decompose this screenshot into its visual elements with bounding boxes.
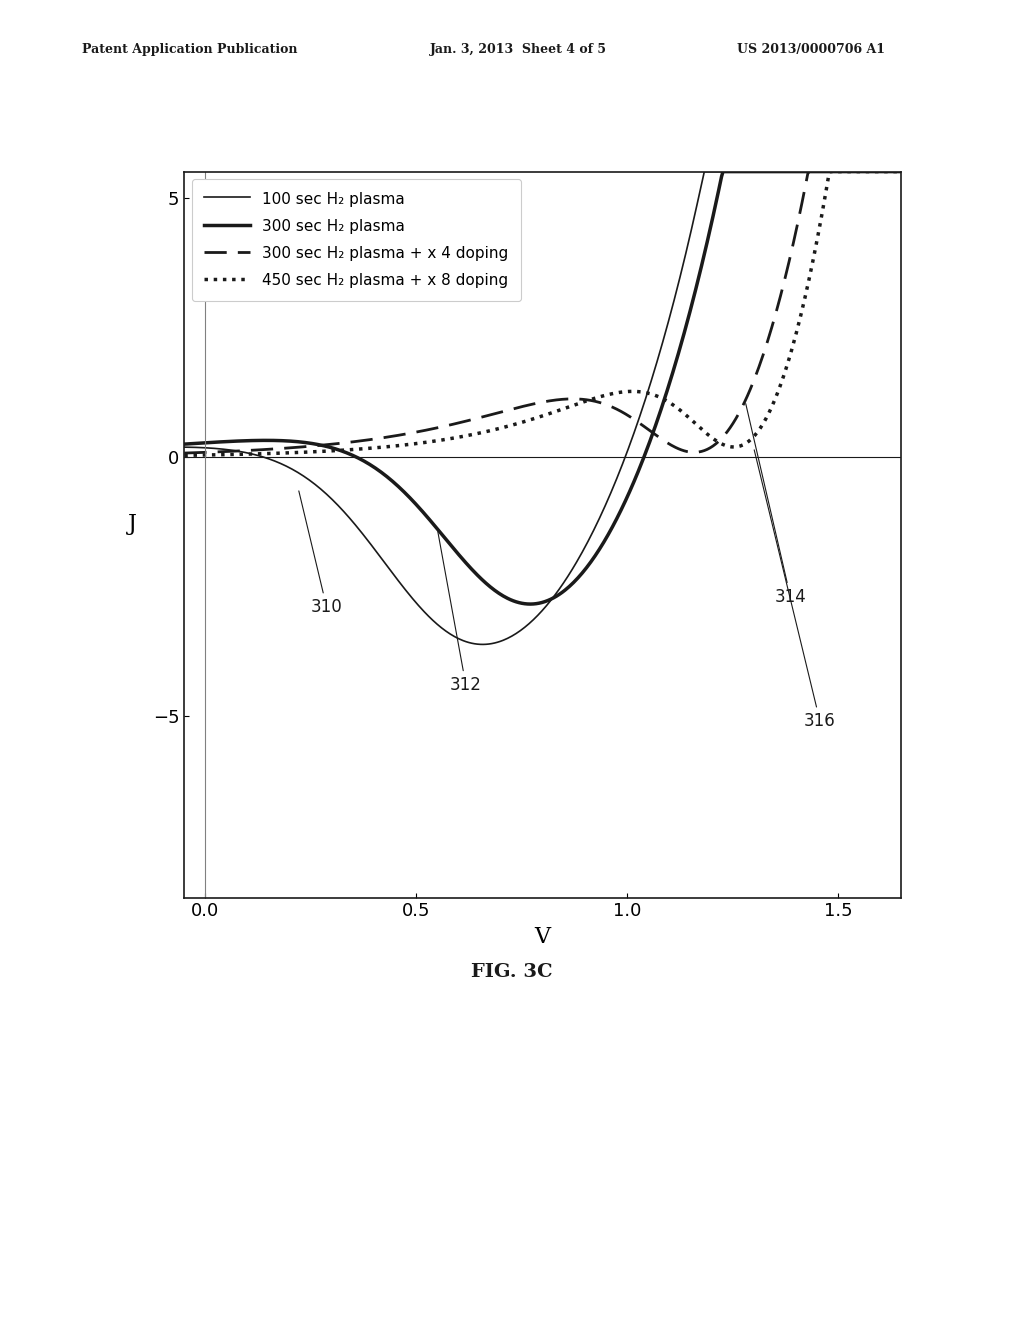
100 sec H₂ plasma	[769, 164, 781, 180]
Line: 300 sec H₂ plasma + x 4 doping: 300 sec H₂ plasma + x 4 doping	[184, 172, 901, 453]
100 sec H₂ plasma	[178, 440, 190, 455]
300 sec H₂ plasma	[567, 574, 580, 590]
300 sec H₂ plasma	[178, 436, 190, 451]
300 sec H₂ plasma + x 4 doping	[566, 391, 579, 407]
100 sec H₂ plasma	[524, 614, 537, 630]
300 sec H₂ plasma	[769, 164, 781, 180]
X-axis label: V: V	[535, 927, 551, 948]
Text: Patent Application Publication: Patent Application Publication	[82, 42, 297, 55]
300 sec H₂ plasma	[717, 164, 729, 180]
300 sec H₂ plasma	[518, 595, 530, 611]
Text: Jan. 3, 2013  Sheet 4 of 5: Jan. 3, 2013 Sheet 4 of 5	[430, 42, 607, 55]
300 sec H₂ plasma + x 4 doping	[766, 319, 778, 335]
450 sec H₂ plasma + x 8 doping	[178, 447, 190, 463]
Line: 450 sec H₂ plasma + x 8 doping: 450 sec H₂ plasma + x 8 doping	[184, 172, 901, 455]
Line: 100 sec H₂ plasma: 100 sec H₂ plasma	[184, 172, 901, 644]
450 sec H₂ plasma + x 8 doping	[880, 164, 892, 180]
100 sec H₂ plasma	[606, 482, 618, 498]
450 sec H₂ plasma + x 8 doping	[566, 397, 579, 413]
300 sec H₂ plasma + x 4 doping	[803, 164, 815, 180]
Y-axis label: J: J	[128, 512, 136, 535]
Text: 312: 312	[438, 532, 482, 694]
300 sec H₂ plasma	[881, 164, 893, 180]
100 sec H₂ plasma	[477, 636, 489, 652]
300 sec H₂ plasma + x 4 doping	[523, 397, 536, 413]
300 sec H₂ plasma + x 4 doping	[605, 399, 617, 414]
Text: 314: 314	[745, 404, 806, 606]
300 sec H₂ plasma	[895, 164, 907, 180]
100 sec H₂ plasma	[881, 164, 893, 180]
Legend: 100 sec H₂ plasma, 300 sec H₂ plasma, 300 sec H₂ plasma + x 4 doping, 450 sec H₂: 100 sec H₂ plasma, 300 sec H₂ plasma, 30…	[191, 180, 521, 301]
Text: 316: 316	[755, 450, 836, 730]
Text: FIG. 3C: FIG. 3C	[471, 962, 553, 981]
100 sec H₂ plasma	[895, 164, 907, 180]
300 sec H₂ plasma	[606, 519, 618, 535]
450 sec H₂ plasma + x 8 doping	[523, 412, 536, 428]
300 sec H₂ plasma + x 4 doping	[178, 445, 190, 461]
300 sec H₂ plasma + x 4 doping	[518, 399, 530, 414]
Text: US 2013/0000706 A1: US 2013/0000706 A1	[737, 42, 886, 55]
100 sec H₂ plasma	[567, 560, 580, 576]
Text: 310: 310	[299, 491, 343, 616]
100 sec H₂ plasma	[520, 618, 532, 634]
450 sec H₂ plasma + x 8 doping	[824, 164, 837, 180]
300 sec H₂ plasma	[523, 597, 536, 612]
300 sec H₂ plasma + x 4 doping	[880, 164, 892, 180]
300 sec H₂ plasma	[524, 597, 537, 612]
100 sec H₂ plasma	[698, 164, 711, 180]
300 sec H₂ plasma + x 4 doping	[895, 164, 907, 180]
450 sec H₂ plasma + x 8 doping	[518, 413, 530, 429]
450 sec H₂ plasma + x 8 doping	[605, 385, 617, 401]
Line: 300 sec H₂ plasma: 300 sec H₂ plasma	[184, 172, 901, 605]
450 sec H₂ plasma + x 8 doping	[766, 399, 778, 414]
450 sec H₂ plasma + x 8 doping	[895, 164, 907, 180]
